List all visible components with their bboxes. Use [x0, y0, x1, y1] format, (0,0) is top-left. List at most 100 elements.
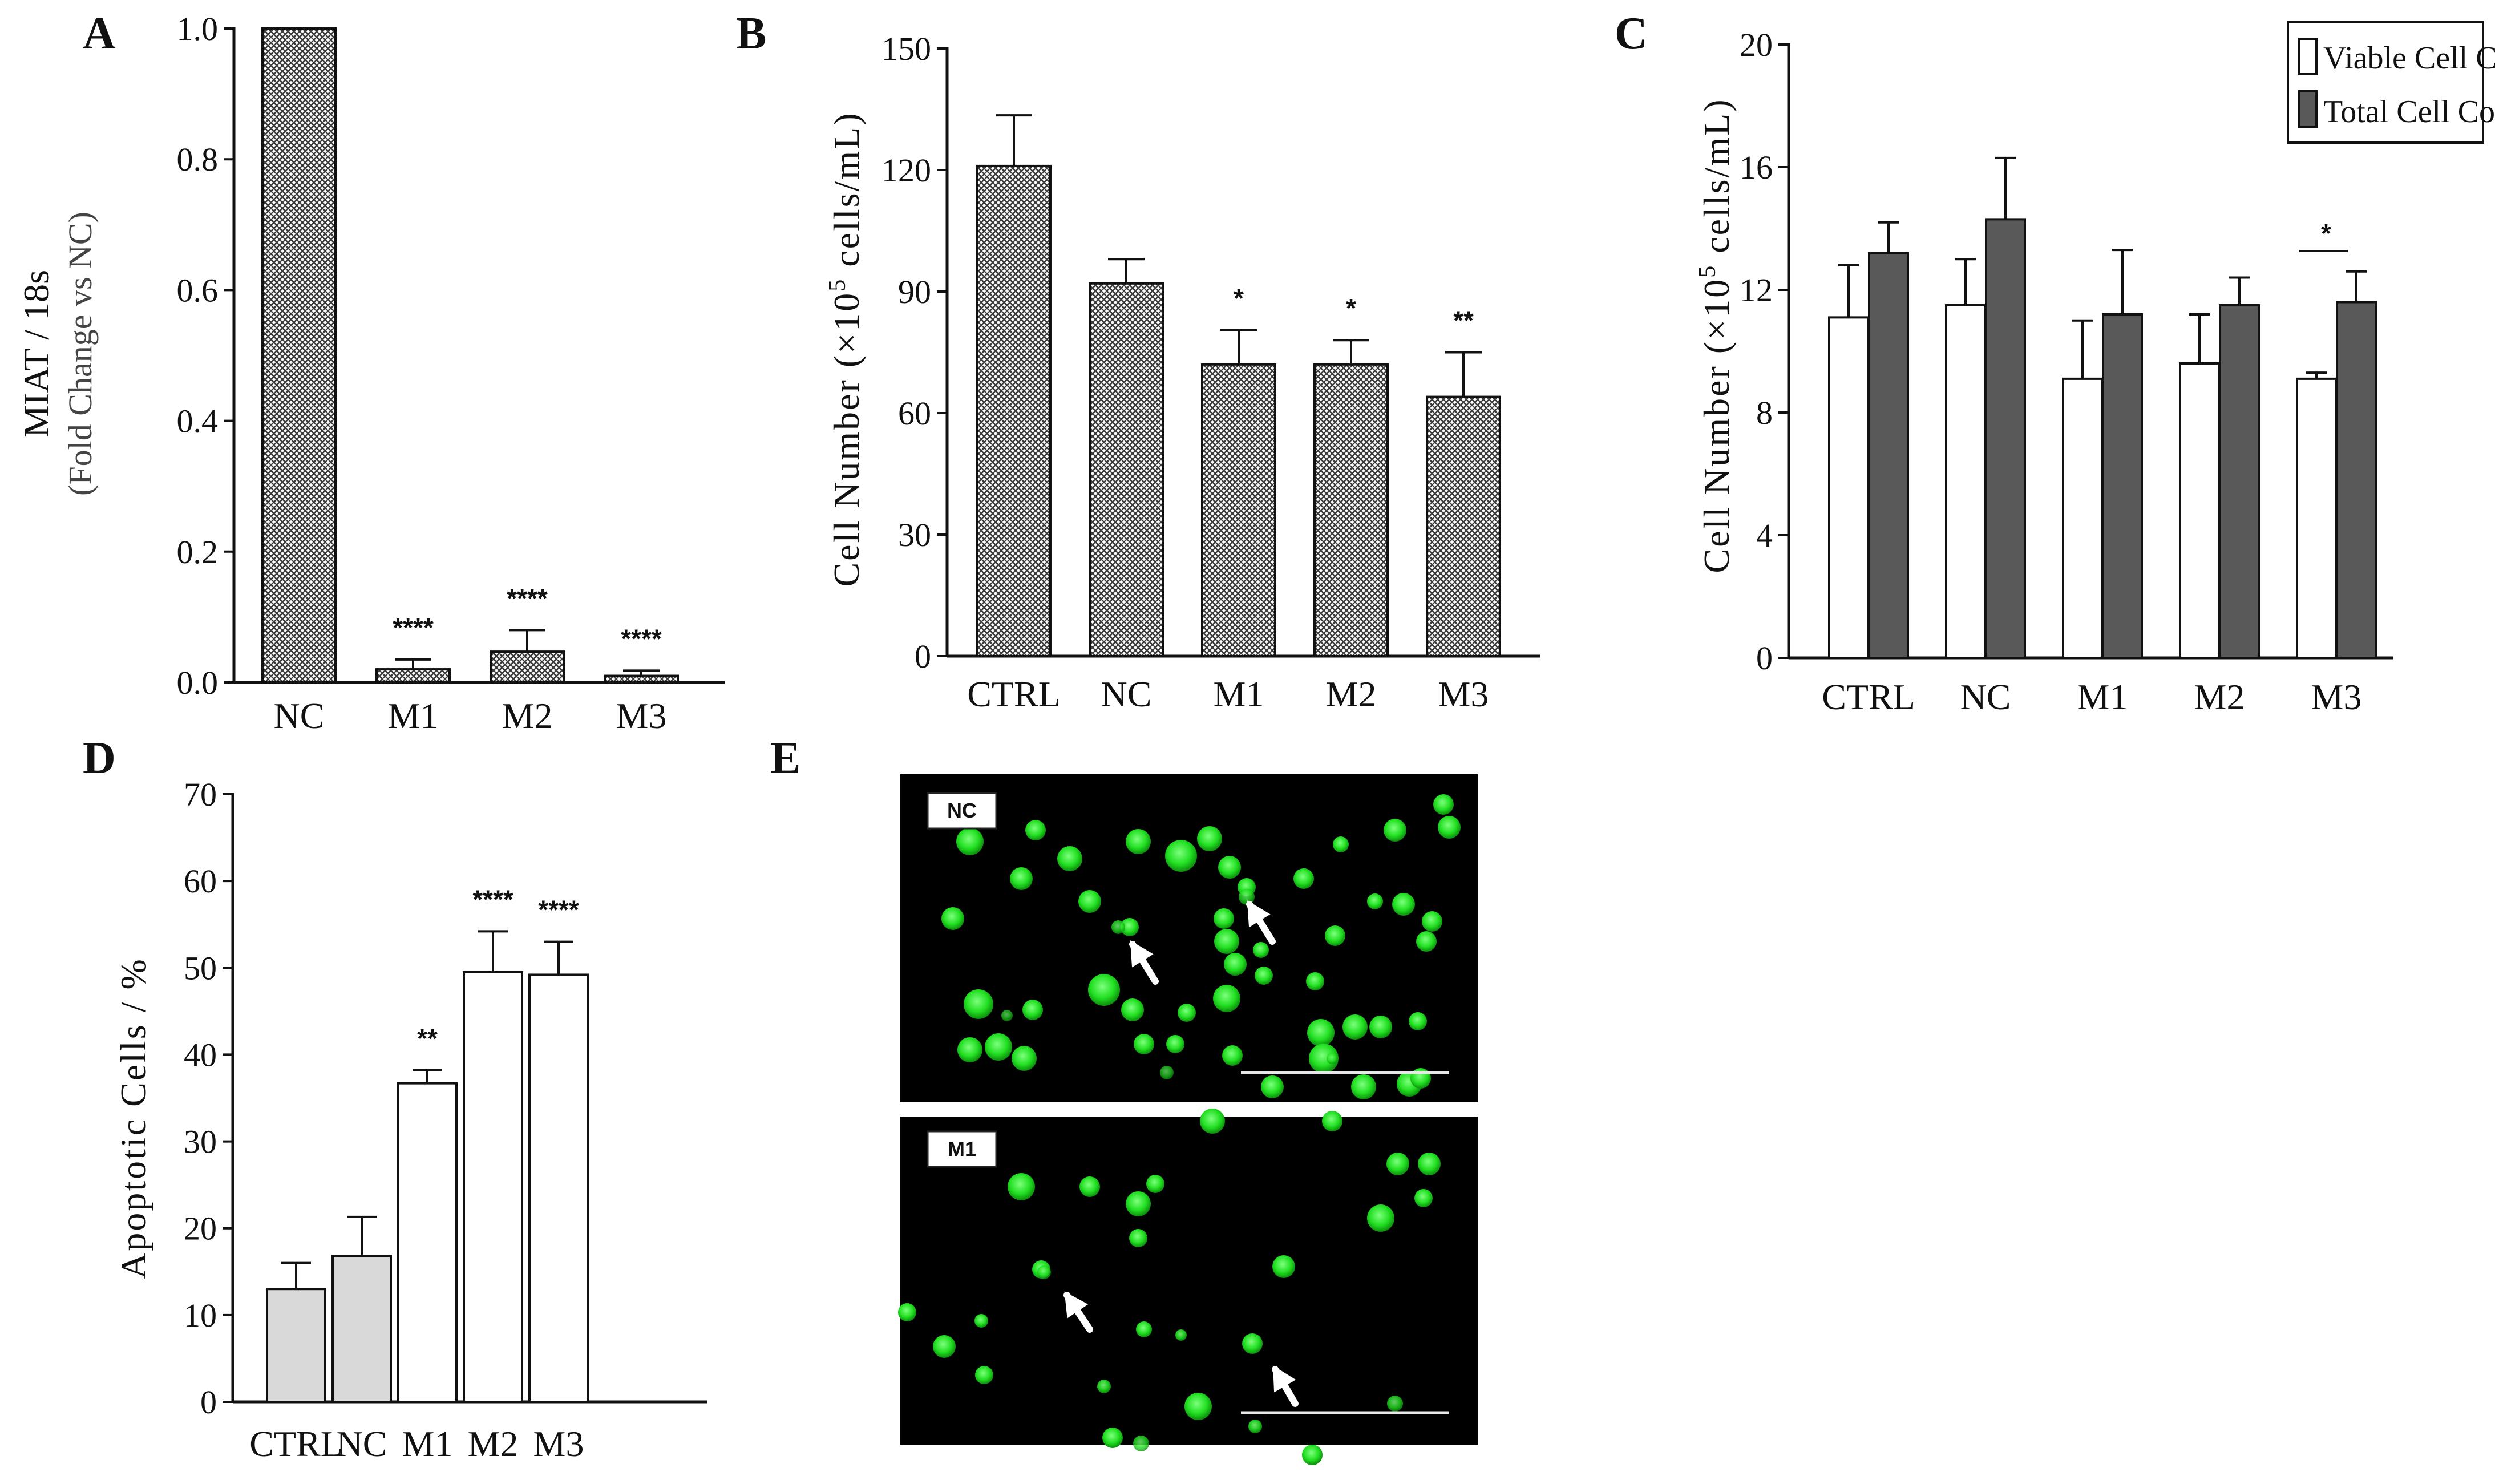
cell — [1410, 1068, 1431, 1089]
x-tick-label: CTRL — [249, 1424, 343, 1464]
bar — [375, 668, 451, 684]
cell — [1416, 931, 1437, 952]
bar — [266, 1288, 326, 1404]
y-tick-label: 40 — [184, 1036, 217, 1073]
cell — [1239, 889, 1255, 905]
cell — [1293, 868, 1314, 889]
cell — [1409, 1012, 1427, 1030]
cell — [964, 989, 993, 1019]
cell — [1218, 856, 1241, 879]
legend: Viable Cell Count Total Cell Count — [2287, 21, 2495, 144]
cell — [1025, 820, 1046, 840]
significance-label: **** — [621, 624, 662, 653]
bar — [604, 674, 679, 684]
cell — [1166, 1035, 1184, 1053]
cell — [1302, 1445, 1323, 1465]
y-tick-label: 90 — [898, 273, 931, 310]
x-tick-label: M2 — [468, 1424, 519, 1464]
cell — [1010, 867, 1033, 890]
x-tick-label: M3 — [1438, 674, 1489, 714]
y-axis-title: Cell Number (×105 cells/mL) — [824, 111, 867, 587]
significance-label: **** — [507, 583, 548, 613]
bar-total — [1985, 218, 2026, 659]
cell — [985, 1033, 1012, 1061]
cell — [1012, 1046, 1037, 1071]
x-tick-label: M3 — [2311, 677, 2362, 717]
cell — [1200, 1109, 1225, 1134]
x-tick-label: M3 — [616, 696, 667, 736]
bar-total — [2102, 313, 2143, 659]
cell — [941, 907, 964, 930]
x-tick-label: M3 — [533, 1424, 584, 1464]
micrograph-tag: M1 — [948, 1137, 976, 1160]
cell — [1272, 1255, 1295, 1278]
significance-label: ** — [417, 1024, 438, 1053]
y-tick-label: 30 — [898, 516, 931, 553]
bar — [397, 1082, 458, 1403]
bar-viable — [2062, 377, 2103, 659]
significance-label: ** — [1453, 306, 1474, 335]
cell — [1222, 1045, 1243, 1066]
chart-a: 0.0 0.2 0.4 0.6 0.8 1.0 NC M1 **** M2 **** M3 **** MI… — [16, 10, 725, 736]
cell — [956, 828, 984, 855]
micrograph-tag-box — [927, 1130, 997, 1168]
y-tick-label: 0 — [1756, 640, 1773, 677]
arrow-head — [1272, 1365, 1296, 1393]
cell — [1342, 1014, 1368, 1040]
cell — [1160, 1066, 1174, 1079]
y-tick-label: 0.0 — [177, 664, 219, 701]
y-tick-label: 60 — [184, 863, 217, 900]
panel-letter-c: C — [1615, 9, 1648, 59]
significance-label: **** — [393, 613, 434, 642]
y-tick-label: 150 — [881, 30, 931, 67]
x-tick-label: M2 — [2194, 677, 2245, 717]
cell — [1057, 846, 1082, 871]
y-tick-label: 12 — [1740, 272, 1773, 309]
cell — [898, 1303, 916, 1321]
cell — [1111, 920, 1125, 934]
arrow-icon — [1129, 940, 1159, 985]
cell — [1306, 972, 1324, 990]
significance-label: * — [2321, 219, 2331, 248]
cell — [1325, 925, 1345, 946]
cell — [1387, 1396, 1403, 1412]
y-tick-label: 1.0 — [177, 10, 219, 47]
cell — [1134, 1034, 1154, 1054]
cell — [1307, 1019, 1335, 1046]
bar — [528, 973, 589, 1403]
x-tick-label: M1 — [402, 1424, 453, 1464]
cell — [1121, 918, 1139, 936]
cell — [1129, 1229, 1147, 1247]
cell — [1146, 1175, 1164, 1193]
significance-label: * — [1346, 293, 1356, 323]
x-tick-label: CTRL — [1822, 677, 1915, 717]
y-tick-label: 50 — [184, 949, 217, 986]
y-axis-title: MIAT / 18s — [16, 270, 56, 438]
x-tick-label: M2 — [1326, 674, 1377, 714]
bar — [463, 971, 523, 1403]
cell — [1422, 911, 1442, 932]
arrow-head — [1247, 900, 1271, 928]
chart-c: 0 4 8 12 16 20 CTRL NC M1 M2 M3 * Cell Number (×105 … — [1695, 21, 2495, 717]
y-tick-label: 0.6 — [177, 272, 219, 309]
legend-swatch-total — [2298, 90, 2318, 128]
arrow-head — [1064, 1291, 1089, 1319]
cell — [1224, 953, 1247, 976]
cell — [1133, 1436, 1149, 1451]
y-tick-label: 4 — [1756, 517, 1773, 554]
cell — [1414, 1189, 1433, 1207]
bar — [1426, 395, 1501, 657]
cell — [1022, 1000, 1043, 1020]
cell — [1213, 985, 1240, 1012]
bar-total — [2336, 301, 2377, 659]
cell — [1322, 1111, 1342, 1131]
x-tick-label: NC — [1960, 677, 2011, 717]
y-tick-label: 20 — [184, 1210, 217, 1247]
cell — [1008, 1173, 1035, 1200]
cell — [1255, 967, 1273, 985]
cell — [1175, 1329, 1187, 1341]
bar-viable — [1945, 304, 1986, 659]
cell — [1079, 1176, 1100, 1197]
legend-label-total: Total Cell Count — [2323, 94, 2495, 130]
cell — [1351, 1074, 1376, 1099]
